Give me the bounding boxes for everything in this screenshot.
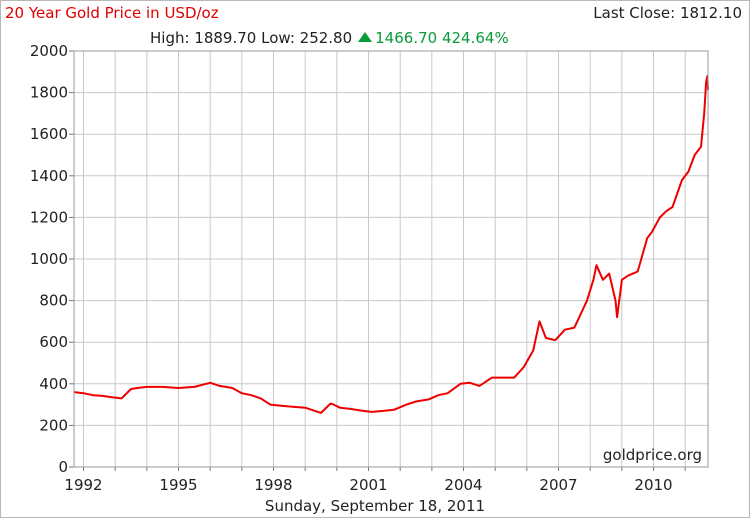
x-tick-label: 1998 <box>254 476 292 494</box>
up-triangle-icon <box>358 32 373 42</box>
price-stats: High: 1889.70 Low: 252.80 1466.70 424.64% <box>150 29 509 47</box>
y-tick-label: 200 <box>39 416 68 434</box>
watermark-label: goldprice.org <box>603 446 702 464</box>
x-tick-label: 2001 <box>349 476 387 494</box>
y-tick-label: 0 <box>58 458 68 476</box>
x-tick-label: 1995 <box>159 476 197 494</box>
y-tick-label: 800 <box>39 292 68 310</box>
x-tick-label: 1992 <box>64 476 102 494</box>
x-tick-label: 2007 <box>539 476 577 494</box>
last-close: Last Close: 1812.10 <box>593 4 742 22</box>
gold-price-line <box>73 75 709 414</box>
y-tick-label: 1800 <box>30 84 68 102</box>
y-tick-label: 600 <box>39 333 68 351</box>
y-tick-label: 1200 <box>30 208 68 226</box>
y-tick-label: 400 <box>39 375 68 393</box>
x-axis: 1992 1995 1998 2001 2004 2007 2010 <box>64 467 686 494</box>
y-tick-label: 1000 <box>30 250 68 268</box>
date-label: Sunday, September 18, 2011 <box>264 497 486 515</box>
y-tick-label: 1400 <box>30 167 68 185</box>
grid <box>74 50 708 468</box>
high-value: High: 1889.70 <box>150 29 257 47</box>
x-tick-label: 2004 <box>444 476 482 494</box>
low-value: Low: 252.80 <box>261 29 353 47</box>
y-tick-label: 2000 <box>30 42 68 60</box>
change-value: 1466.70 <box>375 29 438 47</box>
plot-border <box>73 50 709 468</box>
change-percent: 424.64% <box>441 29 509 47</box>
y-axis: 0 200 400 600 800 1000 1200 1400 1600 1800 2000 <box>30 42 74 476</box>
y-tick-label: 1600 <box>30 125 68 143</box>
x-tick-label: 2010 <box>634 476 672 494</box>
chart-title: 20 Year Gold Price in USD/oz <box>5 4 219 22</box>
